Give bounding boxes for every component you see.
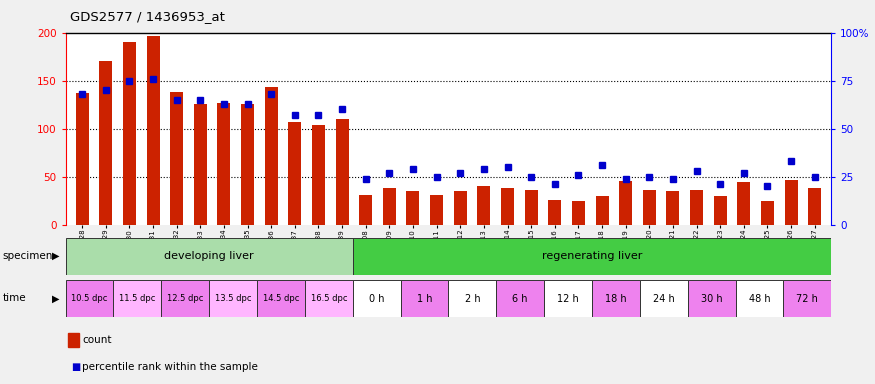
Text: GDS2577 / 1436953_at: GDS2577 / 1436953_at: [70, 10, 225, 23]
Bar: [161, 280, 209, 317]
Bar: [643, 190, 655, 225]
Bar: [257, 280, 304, 317]
Bar: [620, 182, 632, 225]
Bar: [496, 280, 544, 317]
Text: 11.5 dpc: 11.5 dpc: [119, 294, 156, 303]
Text: 13.5 dpc: 13.5 dpc: [215, 294, 251, 303]
Bar: [640, 280, 688, 317]
Bar: [544, 280, 592, 317]
Bar: [99, 61, 112, 225]
Bar: [312, 125, 325, 225]
Bar: [449, 280, 496, 317]
Text: ▶: ▶: [52, 293, 60, 303]
Bar: [242, 104, 254, 225]
Bar: [360, 195, 372, 225]
Bar: [383, 188, 396, 225]
Bar: [667, 191, 679, 225]
Bar: [265, 88, 277, 225]
Bar: [401, 280, 449, 317]
Bar: [501, 188, 514, 225]
Bar: [592, 280, 640, 317]
Bar: [783, 280, 831, 317]
Text: 30 h: 30 h: [701, 293, 723, 304]
Bar: [430, 195, 443, 225]
Text: percentile rank within the sample: percentile rank within the sample: [82, 362, 258, 372]
Text: 14.5 dpc: 14.5 dpc: [262, 294, 299, 303]
Bar: [289, 122, 301, 225]
Text: time: time: [3, 293, 26, 303]
Text: ■: ■: [71, 362, 80, 372]
Bar: [736, 280, 783, 317]
Text: 12.5 dpc: 12.5 dpc: [167, 294, 204, 303]
Bar: [808, 188, 822, 225]
Bar: [690, 190, 703, 225]
Bar: [218, 103, 230, 225]
Bar: [146, 36, 159, 225]
Bar: [761, 201, 774, 225]
Text: 72 h: 72 h: [796, 293, 818, 304]
Text: 16.5 dpc: 16.5 dpc: [311, 294, 347, 303]
Bar: [353, 238, 831, 275]
Text: 12 h: 12 h: [557, 293, 579, 304]
Bar: [75, 93, 88, 225]
Bar: [525, 190, 537, 225]
Text: developing liver: developing liver: [164, 251, 254, 262]
Text: ▶: ▶: [52, 251, 60, 261]
Text: 48 h: 48 h: [749, 293, 770, 304]
Bar: [171, 92, 183, 225]
Bar: [785, 180, 798, 225]
Bar: [549, 200, 561, 225]
Bar: [353, 280, 401, 317]
Bar: [407, 191, 419, 225]
Bar: [194, 104, 206, 225]
Bar: [688, 280, 736, 317]
Text: 1 h: 1 h: [416, 293, 432, 304]
Text: 10.5 dpc: 10.5 dpc: [72, 294, 108, 303]
Text: 6 h: 6 h: [513, 293, 528, 304]
Bar: [596, 196, 608, 225]
Text: count: count: [82, 335, 112, 345]
Text: regenerating liver: regenerating liver: [542, 251, 642, 262]
Text: 18 h: 18 h: [606, 293, 626, 304]
Bar: [114, 280, 161, 317]
Bar: [454, 191, 466, 225]
Bar: [336, 119, 348, 225]
Bar: [209, 280, 257, 317]
Text: 24 h: 24 h: [653, 293, 675, 304]
Bar: [738, 182, 751, 225]
Bar: [714, 196, 726, 225]
Text: specimen: specimen: [3, 251, 53, 261]
Bar: [572, 201, 584, 225]
Bar: [66, 280, 114, 317]
Text: 0 h: 0 h: [369, 293, 384, 304]
Bar: [304, 280, 353, 317]
Text: 2 h: 2 h: [465, 293, 480, 304]
Bar: [123, 42, 136, 225]
Bar: [478, 186, 490, 225]
Bar: [66, 238, 353, 275]
